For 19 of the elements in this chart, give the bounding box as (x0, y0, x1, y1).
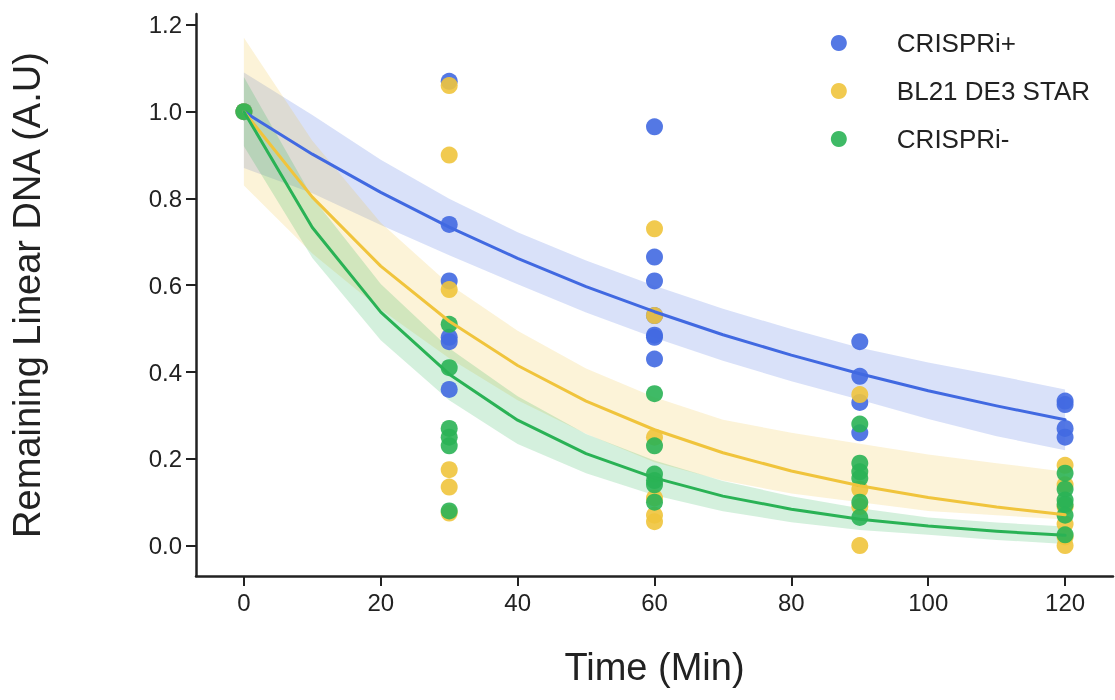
legend-label: BL21 DE3 STAR (896, 76, 1091, 106)
y-axis-title: Remaining Linear DNA (A.U) (6, 52, 48, 538)
legend-label: CRISPRi- (896, 124, 1010, 154)
x-tick-label: 80 (778, 588, 805, 616)
x-axis-title: Time (Min) (564, 646, 745, 688)
x-tick-label: 40 (504, 588, 531, 616)
x-tick-label: 120 (1045, 588, 1086, 616)
y-tick-label: 0.6 (148, 271, 182, 299)
x-tick-label: 60 (641, 588, 668, 616)
x-tick-label: 0 (237, 588, 251, 616)
x-tick-label: 20 (367, 588, 395, 616)
y-tick-label: 0.2 (148, 445, 182, 473)
legend-label: CRISPRi+ (896, 28, 1017, 58)
y-tick-label: 1.2 (148, 11, 182, 39)
x-tick-label: 100 (908, 588, 949, 616)
y-tick-label: 0.4 (148, 358, 182, 386)
y-tick-label: 0.0 (148, 532, 182, 560)
y-tick-label: 0.8 (148, 184, 182, 212)
y-tick-label: 1.0 (148, 98, 182, 126)
